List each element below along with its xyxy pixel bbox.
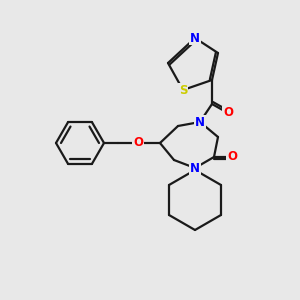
Text: N: N: [195, 116, 205, 128]
Text: O: O: [227, 151, 237, 164]
Text: O: O: [133, 136, 143, 149]
Text: N: N: [190, 161, 200, 175]
Text: O: O: [223, 106, 233, 119]
Text: S: S: [179, 83, 187, 97]
Text: N: N: [190, 32, 200, 44]
